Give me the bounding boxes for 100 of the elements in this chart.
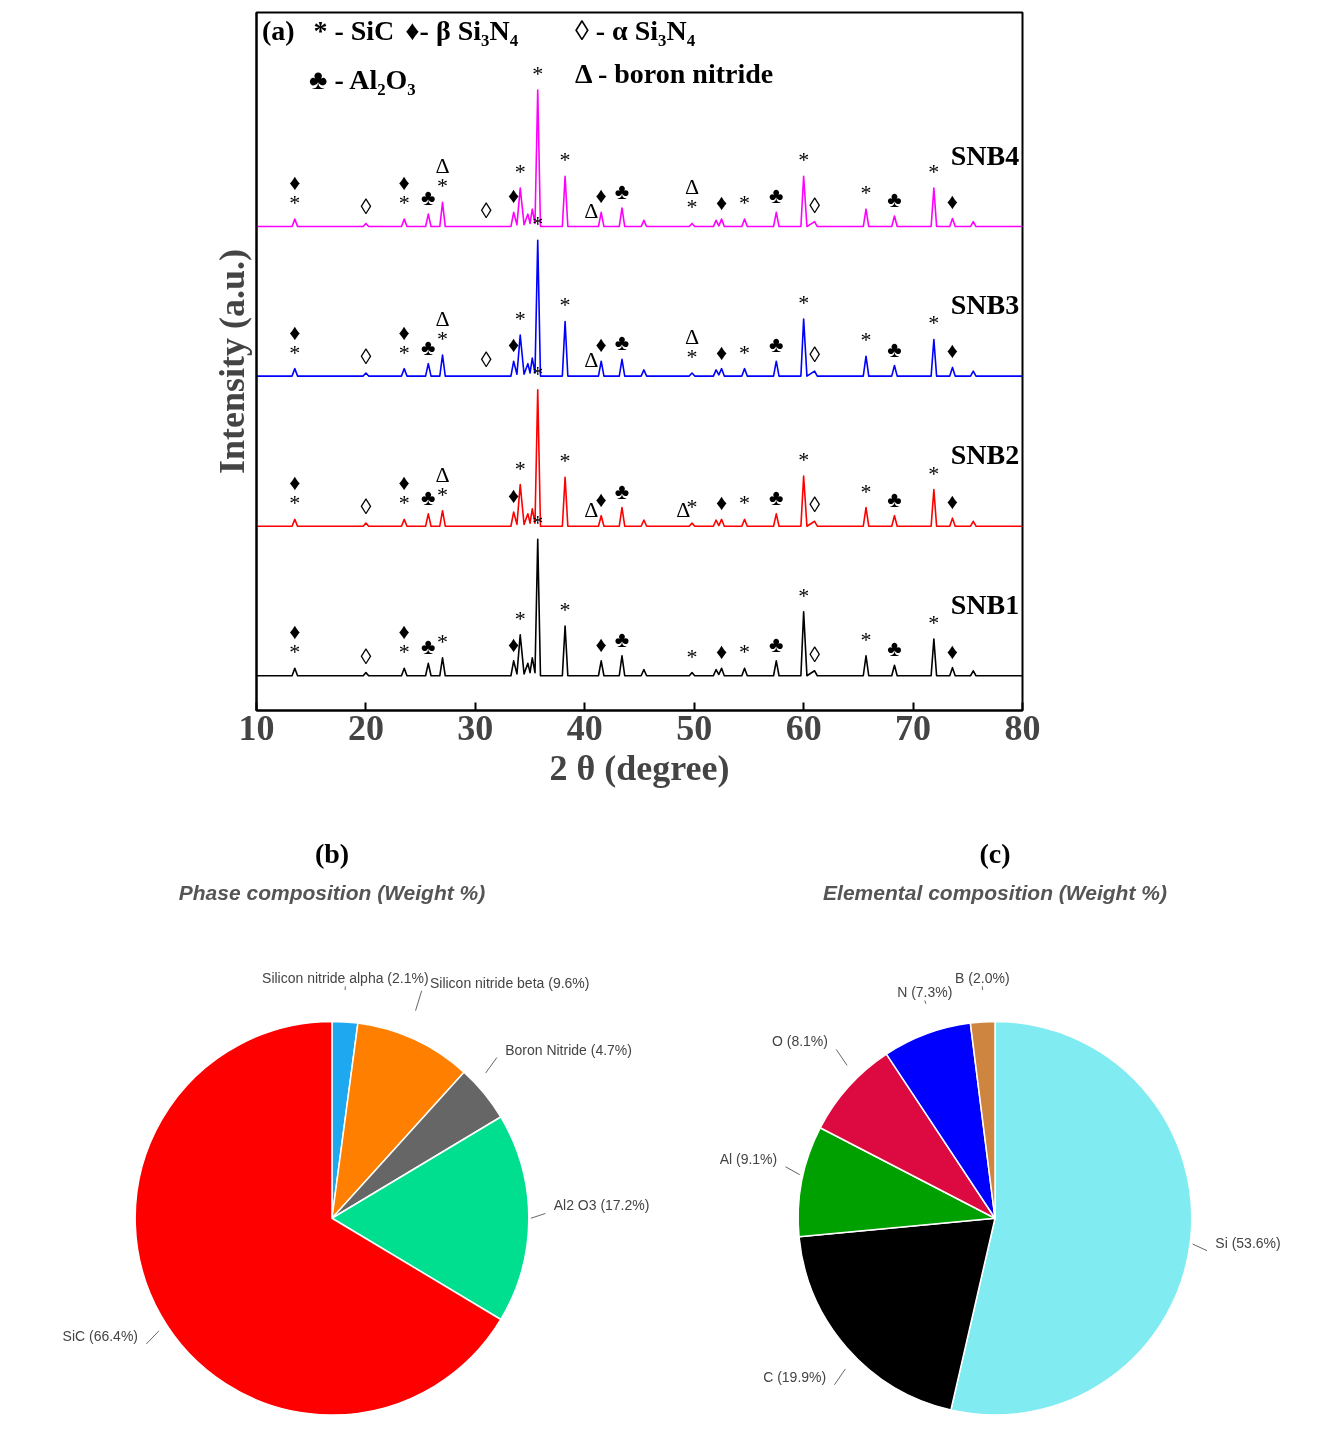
annotation: ◊ — [809, 342, 821, 368]
annotation: ♦ — [715, 490, 728, 516]
series-label: SNB2 — [950, 439, 1020, 471]
annotation: * — [514, 605, 526, 631]
annotation: ♦ — [946, 638, 959, 664]
annotation: ◊ — [480, 197, 492, 223]
annotation: ♣ — [614, 478, 630, 504]
annotation: ♦ — [508, 332, 520, 358]
annotation: ◊ — [360, 194, 372, 220]
annotation: ♣ — [421, 484, 436, 510]
annotation: * — [559, 292, 571, 318]
x-tick-label: 80 — [1004, 707, 1041, 748]
annotation: * — [559, 448, 571, 474]
annotation: * — [860, 180, 872, 206]
slice-label: Al (9.1%) — [719, 1150, 778, 1167]
series-label: SNB1 — [950, 588, 1020, 620]
annotation: ♦ — [508, 482, 520, 508]
annotation: ♦ — [595, 183, 607, 209]
annotation: ♣ — [769, 183, 784, 209]
annotation: ◊ — [360, 643, 372, 669]
slice-label: Si (53.6%) — [1215, 1234, 1281, 1251]
x-tick-label: 10 — [238, 707, 275, 748]
annotation: ♣ — [769, 484, 784, 510]
annotation: * — [928, 610, 940, 636]
x-tick-label: 60 — [785, 707, 822, 748]
annotation: * — [559, 147, 571, 173]
annotation: ♣ — [421, 334, 436, 360]
annotation: * — [928, 310, 940, 336]
slice-label: Al2 O3 (17.2%) — [553, 1197, 650, 1214]
slice-label: Silicon nitride alpha (2.1%) — [262, 970, 429, 987]
annotation: ♦ — [715, 639, 728, 665]
annotation: * — [532, 61, 544, 87]
annotation: * — [514, 306, 526, 332]
annotation: * — [559, 597, 571, 623]
text: Δ - boron nitride — [574, 57, 774, 89]
annotation: ♣ — [614, 330, 630, 356]
annotation: * — [928, 460, 940, 486]
x-tick-label: 40 — [566, 707, 603, 748]
annotation: * — [860, 478, 872, 504]
annotation: ♦ — [508, 631, 520, 657]
slice-label: C (19.9%) — [763, 1368, 827, 1385]
annotation: ◊ — [480, 347, 492, 373]
annotation: ♣ — [769, 332, 784, 358]
annotation: * — [798, 147, 810, 173]
x-tick-label: 20 — [347, 707, 384, 748]
slice-label: N (7.3%) — [897, 984, 953, 1001]
annotation: ◊ — [360, 494, 372, 520]
annotation: ♦ — [715, 339, 728, 365]
annotation: * — [514, 455, 526, 481]
chart-title: (b) — [314, 837, 350, 869]
x-axis-title: 2 θ (degree) — [549, 747, 730, 788]
annotation: * — [928, 159, 940, 185]
annotation: ♦ — [946, 489, 959, 515]
chart-subtitle: Phase composition (Weight %) — [178, 880, 486, 904]
annotation: * — [798, 446, 810, 472]
slice-label: SiC (66.4%) — [62, 1327, 139, 1344]
annotation: ♦ — [595, 631, 607, 657]
x-tick-label: 30 — [457, 707, 494, 748]
annotation: * — [739, 639, 751, 665]
annotation: ♣ — [614, 178, 630, 204]
series-label: SNB3 — [950, 289, 1020, 321]
annotation: ◊ — [809, 192, 821, 218]
annotation: ♣ — [421, 185, 436, 211]
annotation: * — [739, 339, 751, 365]
chart-subtitle: Elemental composition (Weight %) — [823, 880, 1167, 904]
annotation: ♣ — [887, 187, 902, 213]
annotation: ♦ — [595, 332, 607, 358]
annotation: ♣ — [421, 634, 436, 660]
slice-label: O (8.1%) — [771, 1033, 828, 1050]
text: (a) — [261, 15, 295, 47]
x-tick-label: 70 — [895, 707, 932, 748]
annotation: ♦ — [715, 190, 728, 216]
annotation: ♦ — [508, 183, 520, 209]
annotation: * — [798, 290, 810, 315]
annotation: * — [686, 643, 698, 669]
annotation: * — [739, 490, 751, 516]
x-tick-label: 50 — [676, 707, 713, 748]
annotation: ♣ — [614, 626, 630, 652]
annotation: ♣ — [887, 336, 902, 362]
annotation: ◊ — [809, 492, 821, 518]
annotation: * — [860, 626, 872, 652]
annotation: ♣ - Al₂O₃ — [309, 63, 416, 95]
y-axis-title: Intensity (a.u.) — [211, 248, 252, 475]
text: ◊ - α Si₃N₄ — [574, 15, 696, 47]
chart-title: (c) — [979, 837, 1011, 869]
annotation: * — [860, 327, 872, 353]
slice-label: Boron Nitride (4.7%) — [505, 1041, 632, 1058]
series-label: SNB4 — [950, 139, 1020, 171]
annotation: * — [514, 159, 526, 185]
annotation: ♦ — [946, 338, 959, 364]
annotation: * — [739, 190, 751, 216]
annotation: ♣ — [887, 486, 902, 512]
annotation: ♣ — [887, 636, 902, 662]
annotation: ♦ — [946, 189, 959, 215]
slice-label: Silicon nitride beta (9.6%) — [429, 974, 590, 991]
annotation: ♣ — [769, 631, 784, 657]
text: ♦- β Si₃N₄ — [405, 15, 519, 47]
annotation: ◊ — [360, 343, 372, 369]
annotation: ◊ — [809, 641, 821, 667]
annotation: * — [437, 628, 449, 654]
